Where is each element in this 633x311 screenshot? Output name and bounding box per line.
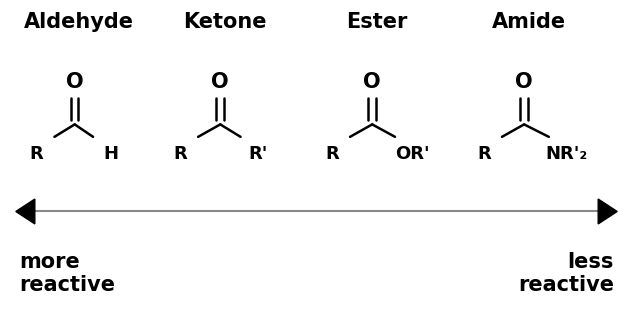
Polygon shape [16,199,35,224]
Text: Amide: Amide [491,12,566,32]
Polygon shape [598,199,617,224]
Text: R: R [30,145,44,163]
Text: R: R [173,145,187,163]
Text: more
reactive: more reactive [19,252,115,295]
Text: R': R' [249,145,268,163]
Text: less
reactive: less reactive [518,252,614,295]
Text: Ketone: Ketone [183,12,266,32]
Text: O: O [211,72,229,92]
Text: O: O [363,72,381,92]
Text: O: O [66,72,84,92]
Text: R: R [325,145,339,163]
Text: OR': OR' [396,145,430,163]
Text: Aldehyde: Aldehyde [24,12,134,32]
Text: Ester: Ester [346,12,407,32]
Text: O: O [515,72,533,92]
Text: H: H [103,145,118,163]
Text: R: R [477,145,491,163]
Text: NR'₂: NR'₂ [546,145,587,163]
